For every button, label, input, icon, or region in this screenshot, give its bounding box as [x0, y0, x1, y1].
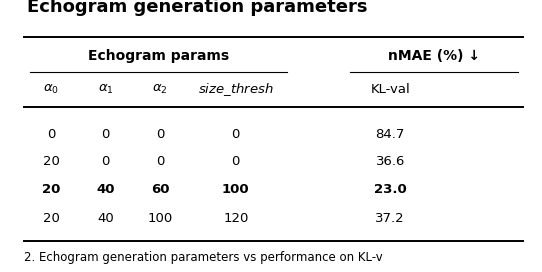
Text: 0: 0: [101, 128, 110, 141]
Text: 40: 40: [96, 183, 115, 196]
Text: 20: 20: [43, 155, 60, 168]
Text: $\alpha_1$: $\alpha_1$: [98, 83, 114, 96]
Text: 0: 0: [231, 128, 240, 141]
Text: 0: 0: [47, 128, 56, 141]
Text: 40: 40: [98, 212, 114, 225]
Text: 84.7: 84.7: [376, 128, 405, 141]
Text: Echogram params: Echogram params: [88, 49, 229, 63]
Text: 100: 100: [147, 212, 172, 225]
Text: 2. Echogram generation parameters vs performance on KL-v: 2. Echogram generation parameters vs per…: [24, 251, 383, 264]
Text: 20: 20: [42, 183, 61, 196]
Text: 100: 100: [222, 183, 249, 196]
Text: 36.6: 36.6: [376, 155, 405, 168]
Text: 37.2: 37.2: [376, 212, 405, 225]
Text: 0: 0: [231, 155, 240, 168]
Text: 0: 0: [156, 155, 164, 168]
Text: Echogram generation parameters: Echogram generation parameters: [27, 0, 367, 16]
Text: $\alpha_2$: $\alpha_2$: [152, 83, 167, 96]
Text: 20: 20: [43, 212, 60, 225]
Text: $\mathit{size\_thresh}$: $\mathit{size\_thresh}$: [198, 81, 274, 98]
Text: $\alpha_0$: $\alpha_0$: [43, 83, 60, 96]
Text: 0: 0: [156, 128, 164, 141]
Text: 120: 120: [223, 212, 248, 225]
Text: 23.0: 23.0: [374, 183, 406, 196]
Text: KL-val: KL-val: [370, 83, 410, 96]
Text: 60: 60: [151, 183, 169, 196]
Text: 0: 0: [101, 155, 110, 168]
Text: nMAE (%) ↓: nMAE (%) ↓: [388, 49, 480, 63]
